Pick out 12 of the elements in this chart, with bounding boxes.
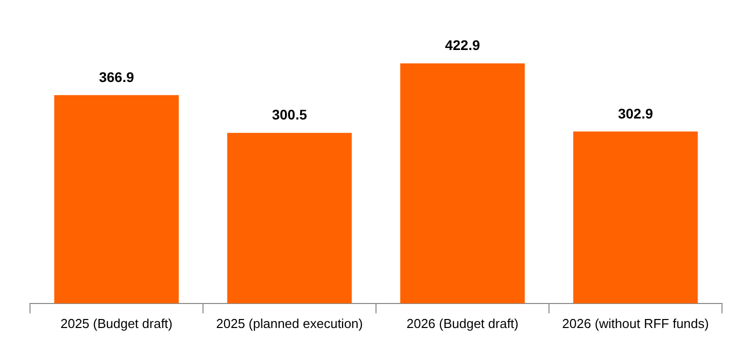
- bar: [400, 63, 525, 304]
- data-label: 302.9: [618, 105, 654, 122]
- x-tick-label: 2025 (Budget draft): [60, 316, 173, 331]
- bar: [227, 132, 352, 304]
- data-label: 366.9: [98, 69, 134, 86]
- x-tick-label: 2026 (without RFF funds): [562, 316, 709, 331]
- bar: [573, 131, 698, 304]
- data-label: 300.5: [272, 106, 308, 123]
- data-label: 422.9: [444, 37, 480, 54]
- x-tick-label: 2026 (Budget draft): [406, 316, 519, 331]
- bar: [54, 95, 179, 304]
- x-tick-label: 2025 (planned execution): [216, 316, 363, 331]
